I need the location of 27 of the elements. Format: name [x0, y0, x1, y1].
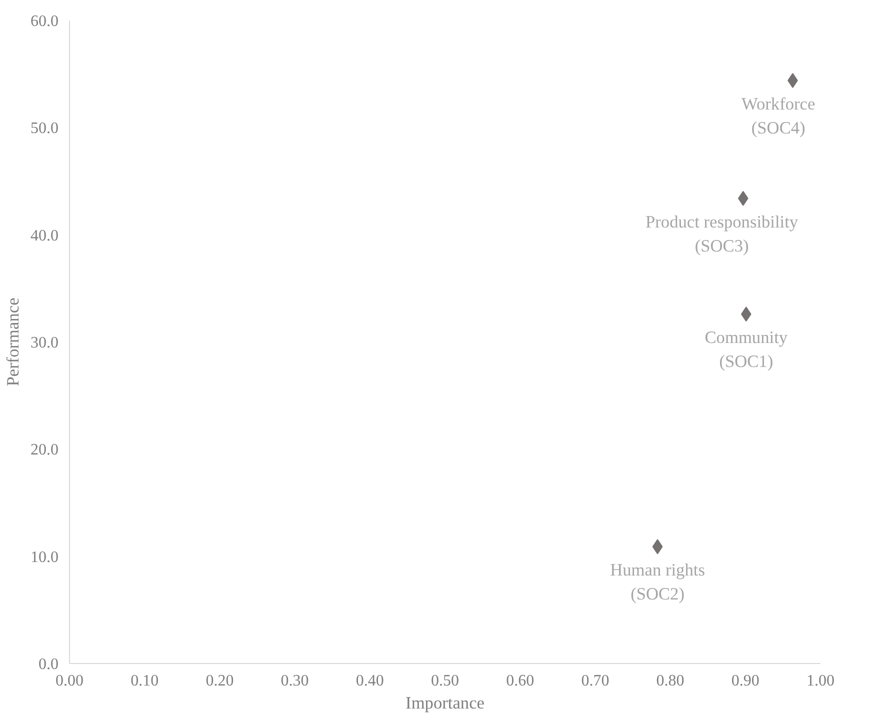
y-tick-label: 0.0 [38, 656, 58, 673]
point [652, 539, 663, 554]
annotation: Workforce (SOC4) [742, 94, 816, 138]
point [740, 306, 752, 322]
y-tick-label: 20.0 [30, 442, 58, 459]
y-tick-label: 10.0 [30, 548, 58, 566]
x-tick-label: 0.90 [731, 672, 760, 690]
x-tick-label: 0.20 [206, 672, 234, 690]
annotation: Product responsibility (SOC3) [646, 212, 798, 256]
y-tick-label: 30.0 [30, 334, 58, 352]
x-tick-label: 0.50 [431, 672, 459, 690]
y-axis-title: Performance [4, 297, 22, 386]
x-tick-label: 0.70 [581, 672, 610, 690]
y-tick-label: 50.0 [30, 120, 58, 138]
x-tick-label: 0.60 [506, 672, 534, 690]
annotation: Community (SOC1) [704, 328, 788, 372]
x-tick-label: 0.10 [130, 672, 159, 690]
x-tick-label: 0.00 [56, 672, 84, 690]
y-tick-label: 60.0 [30, 13, 58, 30]
point [738, 190, 748, 206]
x-tick-label: 1.00 [806, 672, 834, 690]
x-tick-label: 0.40 [356, 672, 384, 690]
annotation: Human rights (SOC2) [610, 560, 706, 604]
x-tick-label: 0.30 [280, 672, 309, 690]
x-axis-title: Importance [406, 694, 485, 712]
y-tick-label: 40.0 [30, 227, 58, 244]
x-tick-label: 0.80 [656, 672, 684, 690]
